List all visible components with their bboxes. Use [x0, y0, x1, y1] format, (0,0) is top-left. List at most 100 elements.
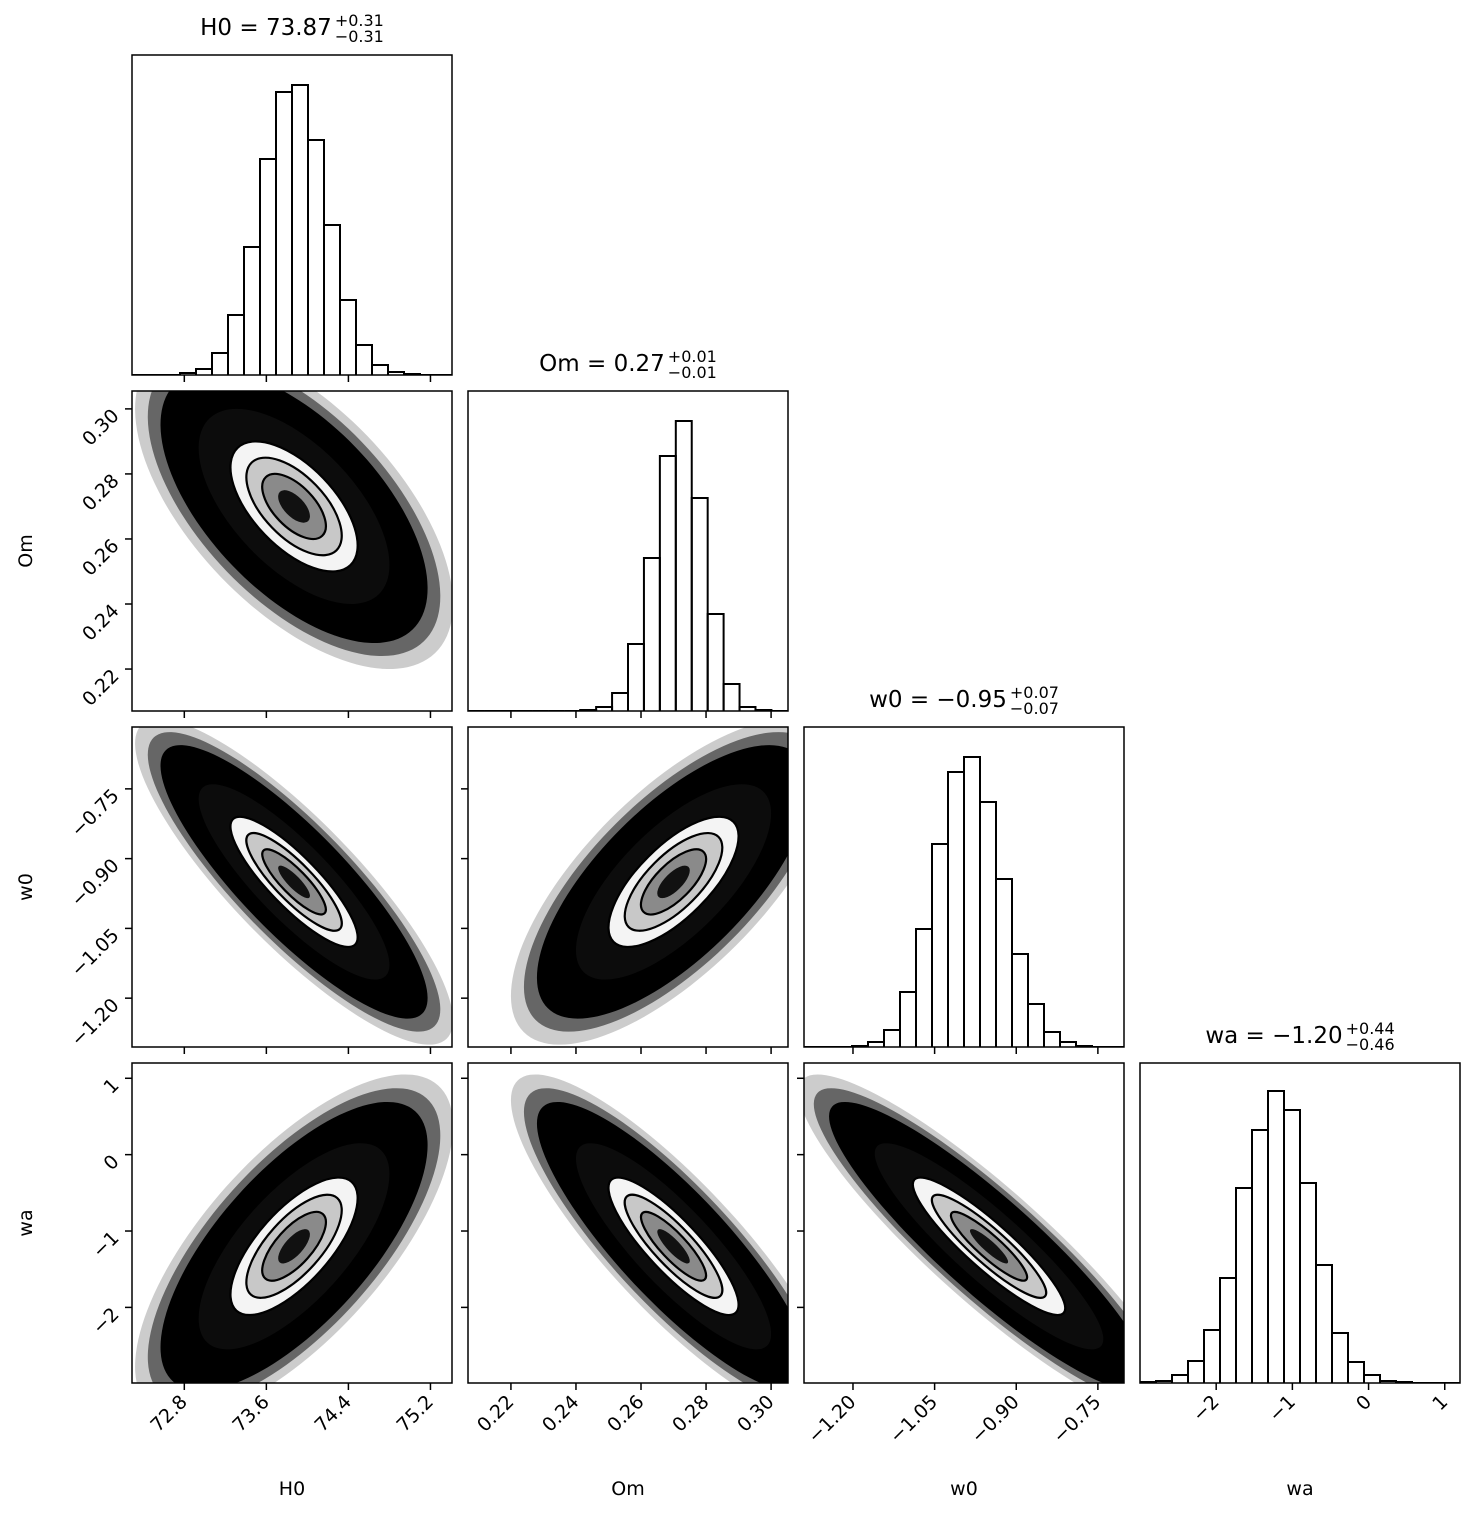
histogram-bin [1267, 1090, 1285, 1383]
histogram-bin [1251, 1129, 1269, 1383]
panel [468, 420, 788, 711]
x-tick-label: −1 [1265, 1391, 1300, 1426]
histogram-bin [275, 91, 293, 375]
x-tick-label: −1.05 [885, 1391, 942, 1448]
histogram-bin [1315, 1264, 1333, 1383]
panel-frame [803, 726, 1125, 1048]
x-tick-label: 73.6 [228, 1391, 273, 1436]
y-tick-label: −2 [88, 1303, 123, 1338]
histogram-bin [722, 683, 741, 711]
histogram-bin [211, 352, 229, 375]
density-contour [278, 865, 310, 899]
histogram-bin [243, 246, 261, 375]
histogram-bin [1219, 1277, 1237, 1383]
panel-frame [131, 726, 453, 1048]
histogram-bin [883, 1029, 901, 1047]
density-contour [657, 865, 690, 899]
histogram-bin [947, 771, 965, 1047]
panel-title: wa = −1.20 [1205, 1023, 1342, 1049]
histogram-bin [931, 843, 949, 1047]
x-tick-label: 0.22 [473, 1391, 518, 1436]
x-tick-label: 0.24 [538, 1391, 583, 1436]
y-tick-label: 0.26 [78, 535, 123, 580]
histogram-bin [995, 878, 1013, 1047]
histogram-bin [1331, 1332, 1349, 1383]
x-tick-label: 0 [1352, 1391, 1376, 1415]
panel-title: H0 = 73.87 [200, 15, 332, 41]
y-tick-label: −0.90 [67, 855, 124, 912]
title-upper-error: +0.07 [1010, 683, 1059, 702]
x-tick-label: −2 [1188, 1391, 1223, 1426]
x-tick-label: 74.4 [310, 1391, 355, 1436]
density-contour [278, 490, 310, 523]
y-tick-label: 0.30 [78, 405, 123, 450]
histogram-bin [899, 991, 917, 1047]
panel-title: Om = 0.27 [539, 351, 665, 377]
panel [510, 727, 788, 1045]
histogram-bin [339, 299, 357, 375]
histogram-bin [307, 139, 325, 375]
panel [135, 391, 452, 670]
x-tick-label: 72.8 [146, 1391, 191, 1436]
histogram-bin [259, 158, 277, 375]
panel-frame [1139, 1062, 1461, 1384]
density-contour [657, 1229, 690, 1264]
x-tick-label: 75.2 [393, 1391, 438, 1436]
histogram-bin [227, 314, 245, 375]
histogram-bin [323, 224, 341, 375]
histogram-bin [627, 643, 645, 711]
y-tick-label: 0 [99, 1151, 123, 1175]
panel [804, 1074, 1124, 1383]
histogram-bin [979, 801, 997, 1047]
histogram-bin [1043, 1031, 1061, 1047]
histogram-bin [1059, 1041, 1077, 1047]
x-tick-label: 0.26 [603, 1391, 648, 1436]
histogram-bin [371, 364, 389, 375]
histogram-bin [1363, 1374, 1381, 1383]
histogram-bin [355, 344, 373, 375]
panel-frame [467, 726, 789, 1048]
histogram-bin [1283, 1109, 1301, 1383]
x-tick-label: −0.90 [967, 1391, 1024, 1448]
y-tick-label: −1 [88, 1227, 123, 1262]
panel [510, 1074, 788, 1383]
panel-frame [131, 390, 453, 712]
histogram-bin [1203, 1329, 1221, 1383]
y-axis-label: Om [15, 534, 37, 567]
title-lower-error: −0.46 [1346, 1035, 1395, 1054]
histogram-bin [706, 613, 725, 711]
title-upper-error: +0.44 [1346, 1019, 1395, 1038]
y-tick-label: 0.28 [78, 470, 123, 515]
histogram-bin [690, 497, 709, 711]
histogram-bin [195, 368, 213, 375]
histogram-bin [915, 928, 933, 1047]
x-tick-label: −1.20 [804, 1391, 861, 1448]
title-upper-error: +0.31 [335, 11, 384, 30]
x-axis-label: Om [611, 1478, 644, 1500]
panel-frame [467, 1062, 789, 1384]
title-lower-error: −0.01 [668, 363, 717, 382]
panel-frame [131, 54, 453, 376]
y-tick-label: 0.24 [78, 600, 123, 645]
y-tick-label: 1 [99, 1074, 123, 1098]
panel [132, 84, 452, 375]
x-tick-label: 0.28 [668, 1391, 713, 1436]
title-lower-error: −0.07 [1010, 699, 1059, 718]
histogram-bin [674, 420, 693, 711]
y-axis-label: w0 [15, 873, 37, 901]
histogram-bin [611, 692, 629, 711]
y-tick-label: −1.05 [67, 924, 124, 981]
panel [804, 756, 1124, 1047]
histogram-bin [1027, 1003, 1045, 1047]
histogram-bin [1011, 953, 1029, 1047]
title-upper-error: +0.01 [668, 347, 717, 366]
panel [1140, 1090, 1460, 1383]
x-tick-label: 0.30 [733, 1391, 778, 1436]
histogram-bin [291, 84, 309, 375]
histogram-bin [1187, 1360, 1205, 1383]
x-tick-label: −0.75 [1049, 1391, 1106, 1448]
y-tick-label: −0.75 [67, 785, 124, 842]
x-tick-label: 1 [1428, 1391, 1452, 1415]
